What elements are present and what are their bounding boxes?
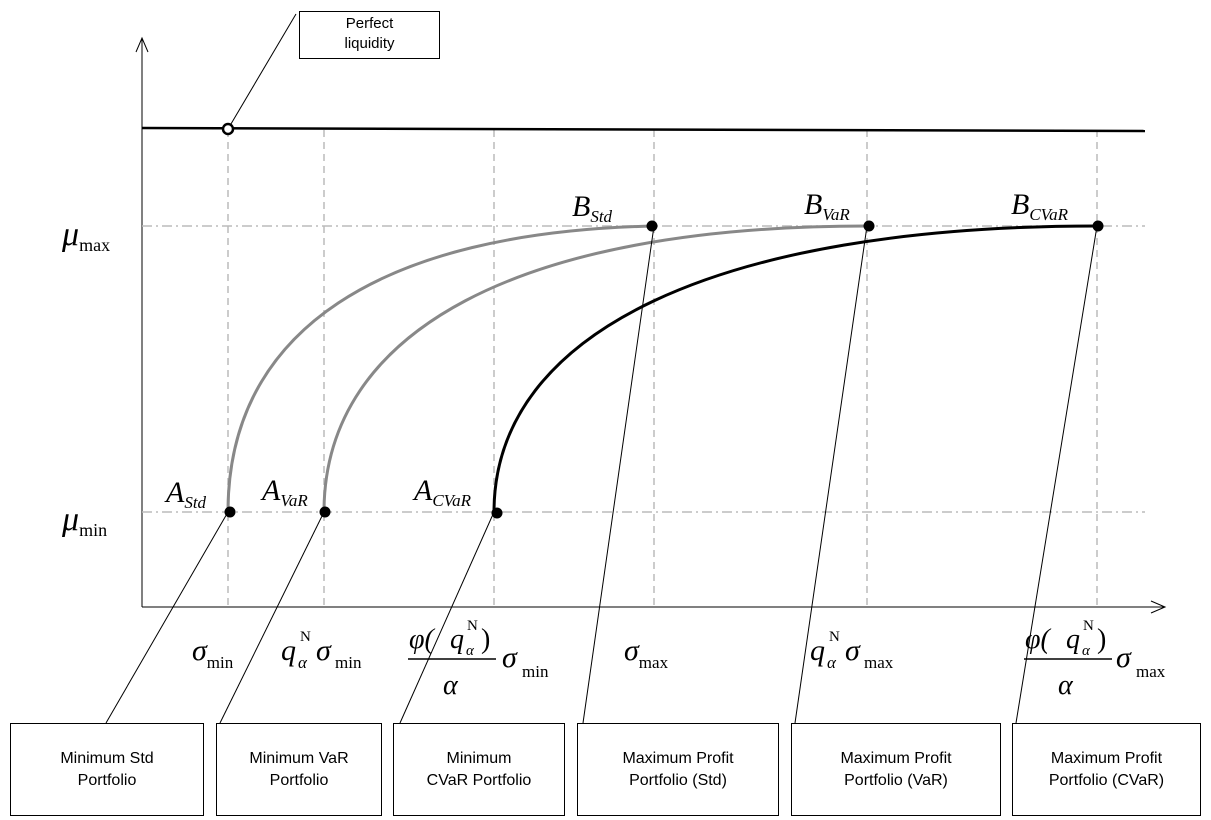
phi-close: ) — [1097, 624, 1106, 655]
sigma-letter: σ — [316, 634, 332, 667]
max-sub: max — [1136, 662, 1166, 681]
pointer-min-std — [105, 511, 229, 724]
pointer-min-var — [219, 511, 325, 724]
box-pointers — [105, 225, 1098, 724]
pointer-max-cvar — [1015, 225, 1098, 724]
q-letter: q — [281, 634, 296, 667]
q-sup: N — [300, 629, 311, 645]
label-mu-max: μmax — [61, 216, 110, 255]
q-sub: α — [827, 653, 837, 672]
phi-q-sub: α — [1082, 643, 1091, 659]
phi-q-sup: N — [1083, 618, 1094, 634]
points — [221, 122, 1104, 519]
var-frontier-curve — [322, 224, 868, 513]
vertical-grid — [227, 130, 1098, 607]
phi-letter: φ( — [409, 624, 435, 655]
box-maximum-profit-cvar: Maximum Profit Portfolio (CVaR) — [1012, 723, 1201, 816]
box-minimum-std-portfolio: Minimum Std Portfolio — [10, 723, 204, 816]
label-q-sigma-max: q N α σ max — [810, 629, 894, 672]
x-axis-arrow — [1150, 600, 1167, 614]
label-a-cvar: ACVaR — [412, 474, 472, 510]
q-sup: N — [829, 629, 840, 645]
cvar-frontier-curve — [492, 224, 1098, 513]
label-b-var: BVaR — [804, 188, 850, 224]
phi-q: q — [450, 624, 464, 655]
label-a-var: AVaR — [260, 474, 308, 510]
perfect-liquidity-pointer — [227, 13, 297, 130]
pointer-min-cvar — [399, 511, 495, 724]
q-letter: q — [810, 634, 825, 667]
sigma-letter: σ — [1116, 641, 1132, 674]
label-q-sigma-min: q N α σ min — [281, 629, 362, 672]
box-minimum-cvar-portfolio: Minimum CVaR Portfolio — [393, 723, 565, 816]
point-b-cvar — [1092, 220, 1104, 232]
label-mu-min: μmin — [61, 501, 107, 540]
sigma-letter: σ — [502, 641, 518, 674]
label-b-cvar: BCVaR — [1011, 188, 1069, 224]
alpha-letter: α — [1058, 670, 1074, 701]
std-frontier-curve — [226, 224, 655, 513]
horizontal-grid — [142, 225, 1145, 513]
label-phi-sigma-min: φ( q N α ) α σ min — [408, 618, 549, 701]
phi-letter: φ( — [1025, 624, 1051, 655]
min-sub: min — [335, 653, 362, 672]
label-sigma-max: σmax — [624, 634, 669, 672]
max-sub: max — [864, 653, 894, 672]
label-b-std: BStd — [572, 190, 613, 226]
point-perfect-liquidity — [221, 122, 235, 136]
label-sigma-min: σmin — [192, 634, 234, 672]
axes — [135, 36, 1167, 614]
point-b-std — [646, 220, 658, 232]
box-minimum-var-portfolio: Minimum VaR Portfolio — [216, 723, 382, 816]
sigma-letter: σ — [845, 634, 861, 667]
perfect-liquidity-line — [141, 126, 1146, 133]
phi-q: q — [1066, 624, 1080, 655]
phi-q-sup: N — [467, 618, 478, 634]
pointer-max-std — [582, 225, 655, 724]
point-b-var — [863, 220, 875, 232]
phi-q-sub: α — [466, 643, 475, 659]
alpha-letter: α — [443, 670, 459, 701]
point-a-std — [224, 506, 236, 518]
point-a-cvar — [491, 507, 503, 519]
pointer-max-var — [794, 225, 868, 724]
phi-close: ) — [481, 624, 490, 655]
box-maximum-profit-var: Maximum Profit Portfolio (VaR) — [791, 723, 1001, 816]
callout-perfect-liquidity: Perfect liquidity — [299, 11, 440, 59]
label-phi-sigma-max: φ( q N α ) α σ max — [1024, 618, 1166, 701]
min-sub: min — [522, 662, 549, 681]
label-a-std: AStd — [164, 476, 207, 512]
y-axis-arrow — [135, 36, 149, 53]
box-maximum-profit-std: Maximum Profit Portfolio (Std) — [577, 723, 779, 816]
q-sub: α — [298, 653, 308, 672]
point-a-var — [319, 506, 331, 518]
